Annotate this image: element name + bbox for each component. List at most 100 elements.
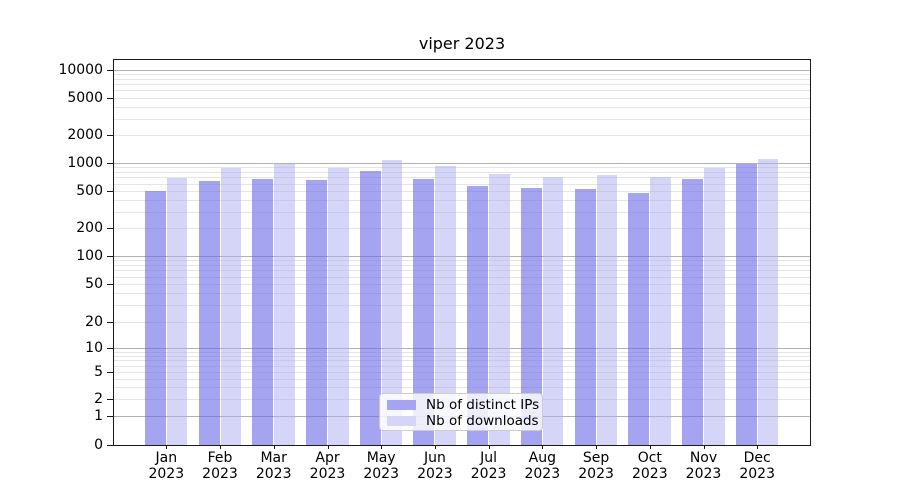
x-tick-label-year: 2023 — [578, 465, 614, 482]
legend-swatch-distinct-ips — [387, 400, 416, 410]
x-tick-mark — [596, 445, 598, 449]
bar-ips-jun — [413, 179, 435, 445]
gridline-minor — [114, 276, 810, 278]
chart-title: viper 2023 — [418, 34, 506, 53]
gridline-minor — [114, 177, 810, 179]
x-tick-mark — [273, 445, 275, 449]
x-tick-label-year: 2023 — [255, 465, 292, 482]
legend-item-distinct-ips: Nb of distinct IPs — [387, 397, 539, 413]
bar-downloads-nov — [704, 167, 725, 445]
bar-downloads-sep — [596, 175, 618, 445]
y-tick-label: 10000 — [58, 62, 103, 78]
bar-downloads-jun — [435, 166, 456, 445]
x-tick-label-year: 2023 — [417, 465, 453, 482]
gridline-minor — [114, 118, 810, 120]
gridline-major — [114, 255, 810, 257]
plot-area: Nb of distinct IPs Nb of downloads — [113, 59, 811, 446]
y-tick-mark — [107, 162, 113, 164]
bar-ips-may — [359, 171, 381, 445]
x-tick-label-may: May 2023 — [351, 450, 411, 482]
gridline-major — [114, 191, 810, 192]
x-tick-mark — [757, 445, 759, 449]
gridline-major — [114, 135, 810, 136]
gridline-major — [114, 97, 810, 99]
x-tick-mark — [327, 445, 329, 449]
gridline-minor — [114, 183, 810, 185]
y-tick-mark — [107, 398, 113, 400]
bar-ips-jul — [467, 185, 489, 445]
bar-ips-aug — [520, 187, 542, 445]
x-tick-label-mar: Mar 2023 — [244, 450, 304, 482]
x-tick-label-jun: Jun 2023 — [405, 450, 465, 482]
x-tick-label-year: 2023 — [631, 465, 668, 482]
gridline-minor — [114, 270, 810, 272]
x-tick-label-feb: Feb 2023 — [190, 450, 250, 482]
gridline-major — [114, 348, 810, 349]
y-tick-mark — [107, 348, 113, 349]
y-tick-label: 200 — [76, 220, 103, 237]
gridline-minor — [114, 386, 810, 388]
x-tick-label-apr: Apr 2023 — [298, 450, 358, 482]
gridline-minor — [114, 293, 810, 295]
x-tick-mark — [649, 445, 651, 449]
legend-label-distinct-ips: Nb of distinct IPs — [426, 397, 540, 413]
gridline-minor — [114, 84, 810, 86]
y-tick-label: 2000 — [67, 127, 103, 143]
y-tick-label: 5 — [94, 364, 103, 380]
gridline-minor — [114, 211, 810, 213]
x-tick-label-dec: Dec 2023 — [727, 450, 787, 482]
x-tick-label-year: 2023 — [363, 465, 399, 482]
x-tick-label-year: 2023 — [202, 465, 238, 482]
gridline-major — [114, 372, 810, 373]
x-tick-label-year: 2023 — [739, 465, 775, 482]
y-tick-label: 50 — [85, 276, 103, 292]
y-tick-label: 500 — [76, 183, 103, 199]
bar-ips-sep — [574, 189, 596, 445]
legend-swatch-downloads — [387, 416, 416, 426]
bar-ips-dec — [735, 164, 757, 445]
x-tick-label-sep: Sep 2023 — [566, 450, 626, 482]
y-tick-mark — [107, 191, 113, 192]
y-tick-mark — [107, 135, 113, 136]
gridline-minor — [114, 106, 810, 108]
y-tick-mark — [107, 255, 113, 257]
gridline-major — [114, 162, 810, 164]
x-tick-mark — [166, 445, 168, 449]
x-tick-label-jan: Jan 2023 — [136, 450, 196, 482]
gridline-minor — [114, 260, 810, 261]
y-tick-label: 0 — [94, 436, 103, 453]
bar-downloads-jul — [489, 174, 510, 445]
gridline-minor — [114, 355, 810, 357]
legend: Nb of distinct IPs Nb of downloads — [379, 393, 543, 431]
gridline-minor — [114, 90, 810, 92]
x-tick-mark — [434, 445, 436, 449]
bar-downloads-mar — [274, 164, 295, 445]
y-tick-label: 1 — [94, 408, 103, 424]
x-tick-mark — [703, 445, 705, 449]
bar-ips-oct — [628, 192, 650, 445]
bar-downloads-dec — [757, 158, 779, 445]
gridline-minor — [114, 74, 810, 76]
gridline-major — [114, 70, 810, 71]
legend-label-downloads: Nb of downloads — [426, 413, 539, 429]
gridline-minor — [114, 171, 810, 173]
bar-downloads-oct — [650, 177, 671, 445]
y-tick-mark — [107, 372, 113, 373]
gridline-major — [114, 321, 810, 323]
x-tick-label-year: 2023 — [309, 465, 346, 482]
y-tick-label: 20 — [85, 313, 103, 330]
legend-item-downloads: Nb of downloads — [387, 413, 539, 429]
x-tick-label-year: 2023 — [148, 465, 185, 482]
y-tick-label: 100 — [76, 247, 103, 264]
y-tick-mark — [107, 444, 113, 446]
y-tick-label: 1000 — [67, 154, 103, 171]
gridline-major — [114, 284, 810, 285]
x-tick-label-year: 2023 — [685, 465, 722, 482]
x-tick-mark — [381, 445, 383, 449]
y-tick-mark — [107, 228, 113, 230]
x-tick-label-nov: Nov 2023 — [674, 450, 734, 482]
bar-ips-apr — [306, 180, 327, 445]
bar-ips-feb — [198, 181, 220, 445]
gridline-minor — [114, 360, 810, 362]
